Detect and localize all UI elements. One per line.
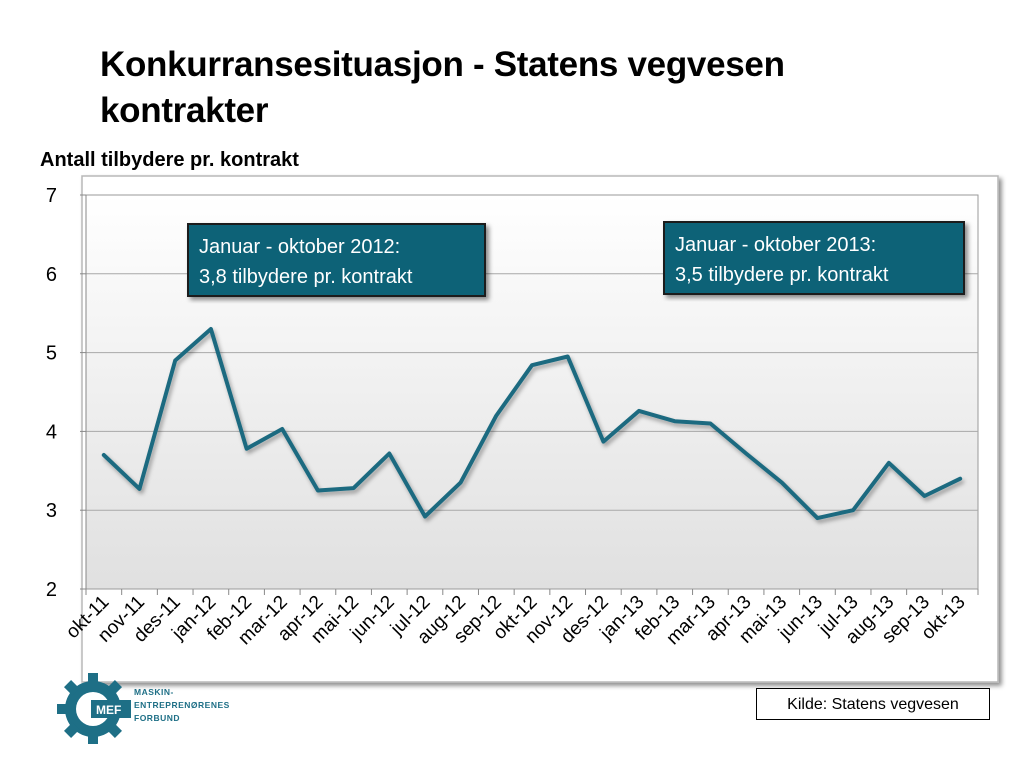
logo-line-1: MASKIN- [134,687,174,697]
y-tick-label: 4 [46,421,57,443]
logo-line-2: ENTREPRENØRENES [134,700,230,710]
annotation-2013-line1: Januar - oktober 2013: [675,234,876,256]
annotation-2012-line2: 3,8 tilbydere pr. kontrakt [199,266,413,288]
y-tick-label: 5 [46,343,57,365]
annotation-2013-line2: 3,5 tilbydere pr. kontrakt [675,264,889,286]
mef-logo: MEF MASKIN- ENTREPRENØRENES FORBUND [56,672,246,745]
y-tick-labels: 2 3 4 5 6 7 [46,185,57,601]
y-tick-label: 3 [46,500,57,522]
logo-line-3: FORBUND [134,713,180,723]
chart-y-axis-label: Antall tilbydere pr. kontrakt [40,149,299,171]
source-note: Kilde: Statens vegvesen [756,688,990,720]
annotation-box-2013: Januar - oktober 2013: 3,5 tilbydere pr.… [663,221,965,295]
logo-text: MASKIN- ENTREPRENØRENES FORBUND [134,686,230,725]
slide-title: Konkurransesituasjon - Statens vegvesen … [100,45,785,130]
annotation-box-2012: Januar - oktober 2012: 3,8 tilbydere pr.… [187,223,486,297]
series-line-group [101,327,963,521]
logo-mark: MEF [96,703,121,717]
annotation-2012-line1: Januar - oktober 2012: [199,236,400,258]
y-tick-label: 2 [46,579,57,601]
axes [80,194,979,595]
gear-icon: MEF [57,673,131,745]
y-tick-label: 7 [46,185,57,207]
y-tick-label: 6 [46,264,57,286]
